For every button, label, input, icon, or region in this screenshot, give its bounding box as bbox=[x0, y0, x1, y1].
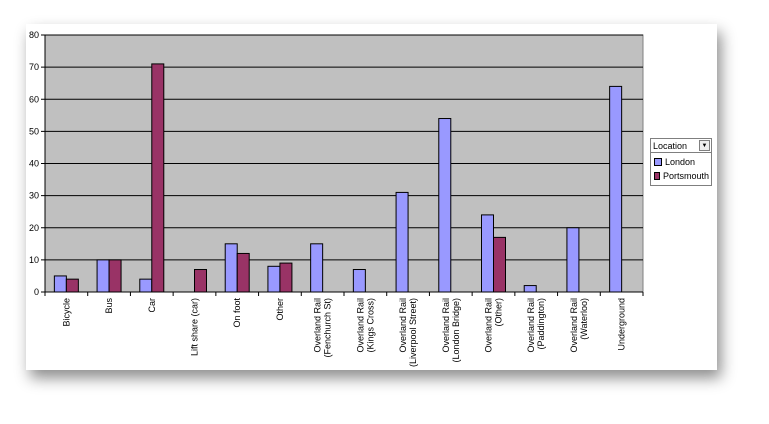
bar-london bbox=[224, 243, 238, 293]
chevron-down-icon[interactable]: ▼ bbox=[699, 140, 710, 151]
legend-swatch-portsmouth bbox=[654, 172, 660, 180]
legend-filter-dropdown[interactable]: Location ▼ bbox=[650, 138, 712, 153]
bar-portsmouth bbox=[493, 236, 506, 293]
bar-london bbox=[566, 227, 580, 293]
x-tick-label: Overland Rail(Waterloo) bbox=[569, 298, 589, 353]
y-tick-label: 60 bbox=[29, 94, 39, 104]
y-tick-label: 80 bbox=[29, 30, 39, 40]
y-tick-label: 70 bbox=[29, 62, 39, 72]
bar-portsmouth bbox=[194, 269, 207, 293]
y-tick-label: 10 bbox=[29, 255, 39, 265]
x-tick-label: Overland Rail(Kings Cross) bbox=[355, 298, 375, 353]
x-tick-label: Overland Rail(Liverpool Street) bbox=[398, 298, 418, 367]
y-tick-label: 0 bbox=[34, 287, 39, 297]
bar-portsmouth bbox=[108, 259, 122, 293]
y-tick-label: 40 bbox=[29, 159, 39, 169]
y-tick-label: 50 bbox=[29, 126, 39, 136]
bar-london bbox=[96, 259, 110, 293]
bar-london bbox=[267, 265, 281, 293]
bar-london bbox=[438, 118, 452, 293]
x-tick-label: Overland Rail(Other) bbox=[484, 298, 504, 353]
x-tick-label: Bicycle bbox=[61, 298, 71, 327]
bar-portsmouth bbox=[236, 252, 250, 293]
bar-london bbox=[139, 278, 153, 293]
bar-london bbox=[395, 191, 409, 293]
y-tick-label: 20 bbox=[29, 223, 39, 233]
bar-london bbox=[310, 243, 324, 293]
x-tick-label: Car bbox=[147, 298, 157, 313]
bar-portsmouth bbox=[151, 63, 165, 293]
bar-portsmouth bbox=[279, 262, 293, 293]
legend-title: Location bbox=[653, 140, 688, 151]
legend-label-london: London bbox=[665, 157, 696, 167]
x-tick-label: Overland Rail(Fenchurch St) bbox=[313, 298, 333, 358]
legend-body: London Portsmouth bbox=[650, 153, 712, 186]
bar-london bbox=[523, 285, 537, 293]
x-tick-label: Lift share (car) bbox=[190, 298, 200, 356]
x-tick-label: Overland Rail(London Bridge) bbox=[441, 298, 461, 363]
legend-label-portsmouth: Portsmouth bbox=[662, 171, 709, 181]
bar-london bbox=[352, 269, 366, 293]
bar-london bbox=[481, 214, 494, 293]
bar-london bbox=[609, 85, 623, 293]
bar-london bbox=[53, 275, 67, 293]
bar-portsmouth bbox=[65, 278, 79, 293]
legend-item-portsmouth: Portsmouth bbox=[654, 169, 709, 183]
legend-swatch-london bbox=[654, 158, 662, 166]
x-tick-label: Other bbox=[275, 298, 285, 321]
legend: Location ▼ London Portsmouth bbox=[650, 138, 712, 186]
x-tick-label: Underground bbox=[617, 298, 627, 351]
x-tick-label: On foot bbox=[232, 298, 242, 328]
legend-item-london: London bbox=[654, 155, 709, 169]
y-tick-label: 30 bbox=[29, 191, 39, 201]
x-tick-label: Bus bbox=[104, 298, 114, 314]
x-tick-label: Overland Rail(Paddington) bbox=[526, 298, 546, 353]
